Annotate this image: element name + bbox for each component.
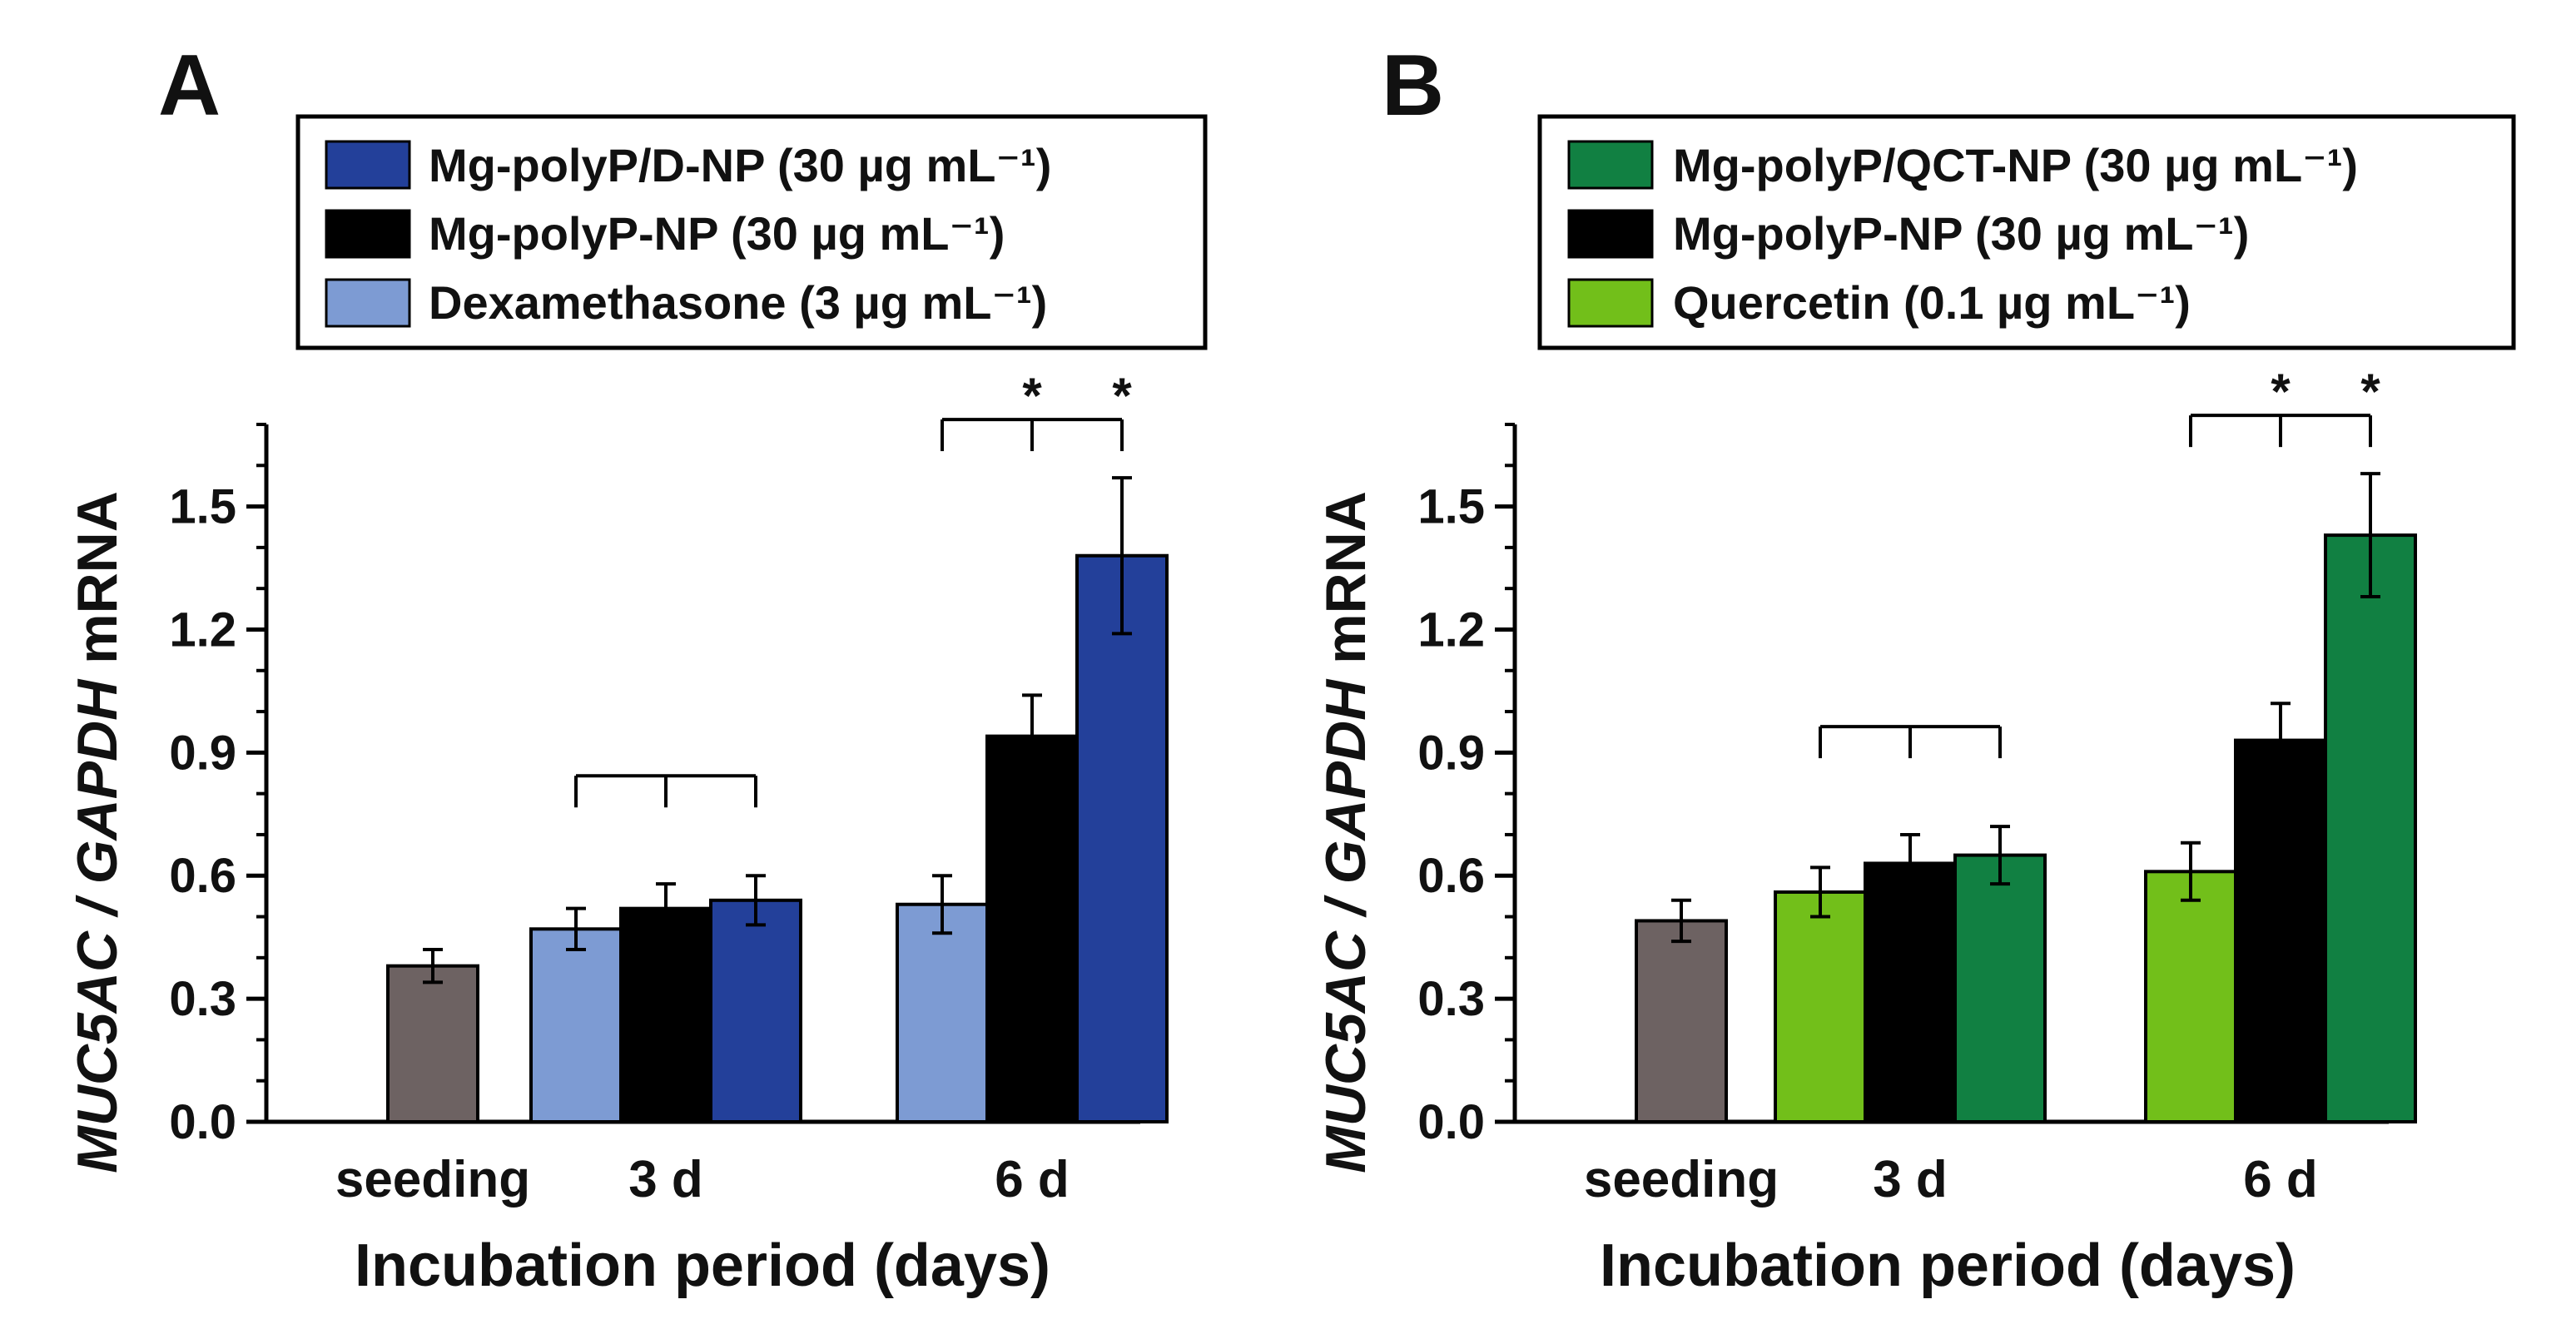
legend-label-3: Quercetin (0.1 µg mL⁻¹) [1673,276,2191,329]
legend-frame [295,114,1208,350]
y-axis-title-plain: mRNA [66,491,129,680]
legend-swatch-1 [1567,140,1654,190]
x-category-label: seeding [335,1151,530,1208]
legend-label-2: Mg-polyP-NP (30 µg mL⁻¹) [429,207,1005,260]
plot-area: 0.0 0.3 0.6 0.9 1.2 1.5 seeding 3 d 6 d * * [169,368,1169,1208]
legend-label-2: Mg-polyP-NP (30 µg mL⁻¹) [1673,207,2249,260]
y-tick-label: 0.0 [1417,1095,1485,1149]
significance-star: * [2360,364,2380,419]
x-category-label: seeding [1584,1151,1779,1208]
y-tick-label: 1.5 [169,480,236,534]
bar [386,964,479,1124]
x-category-label: 6 d [995,1151,1070,1208]
y-tick-label: 0.6 [1417,849,1485,903]
legend-swatch-3 [325,278,411,328]
y-tick-label: 0.9 [1417,726,1485,780]
y-axis-title-plain: mRNA [1314,491,1377,680]
legend-swatch-2 [325,209,411,259]
panel-label: A [158,37,221,134]
plot-area: 0.0 0.3 0.6 0.9 1.2 1.5 seeding 3 d 6 d * * [1417,364,2417,1208]
y-axis-title: MUC5AC / GAPDH mRNA [1314,491,1377,1173]
bar [1864,861,1957,1123]
y-tick-label: 0.3 [1417,972,1485,1026]
significance-star: * [1112,368,1132,424]
bar [896,902,989,1124]
panel-b: B Mg-polyP/QCT-NP (30 µg mL⁻¹) Mg-polyP-… [1314,37,2516,1299]
y-axis-title-italic: MUC5AC / GAPDH [66,678,129,1173]
bar [1774,890,1867,1123]
x-category-label: 6 d [2243,1151,2318,1208]
panel-a: A Mg-polyP/D-NP (30 µg mL⁻¹) Mg-polyP-NP… [66,37,1208,1299]
x-axis-title: Incubation period (days) [355,1232,1050,1299]
y-tick-label: 1.5 [1417,480,1485,534]
bar [619,906,712,1123]
y-axis-title: MUC5AC / GAPDH mRNA [66,491,129,1173]
y-tick-label: 0.9 [169,726,236,780]
legend-label-1: Mg-polyP/D-NP (30 µg mL⁻¹) [429,139,1051,191]
y-tick-label: 0.3 [169,972,236,1026]
y-tick-label: 0.6 [169,849,236,903]
legend-swatch-2 [1567,209,1654,259]
legend: Mg-polyP/QCT-NP (30 µg mL⁻¹) Mg-polyP-NP… [1537,114,2516,350]
y-tick-label: 1.2 [169,603,236,657]
legend-label-1: Mg-polyP/QCT-NP (30 µg mL⁻¹) [1673,139,2358,191]
legend: Mg-polyP/D-NP (30 µg mL⁻¹) Mg-polyP-NP (… [295,114,1208,350]
bar [1953,853,2047,1124]
bar [2324,533,2417,1123]
x-axis-title: Incubation period (days) [1600,1232,2296,1299]
bar [2144,870,2237,1124]
significance-star: * [2271,364,2291,419]
x-category-label: 3 d [628,1151,703,1208]
bar [2234,738,2327,1123]
legend-label-3: Dexamethasone (3 µg mL⁻¹) [429,276,1047,329]
legend-swatch-1 [325,140,411,190]
bar [1075,553,1169,1123]
panel-label: B [1382,37,1444,134]
legend-swatch-3 [1567,278,1654,328]
significance-star: * [1022,368,1042,424]
y-tick-label: 0.0 [169,1095,236,1149]
bar [529,927,623,1123]
bar [1635,919,1728,1124]
y-tick-label: 1.2 [1417,603,1485,657]
bar [985,734,1079,1124]
y-axis-title-italic: MUC5AC / GAPDH [1314,678,1377,1173]
legend-frame [1537,114,2516,350]
bar [709,898,802,1123]
x-category-label: 3 d [1873,1151,1948,1208]
